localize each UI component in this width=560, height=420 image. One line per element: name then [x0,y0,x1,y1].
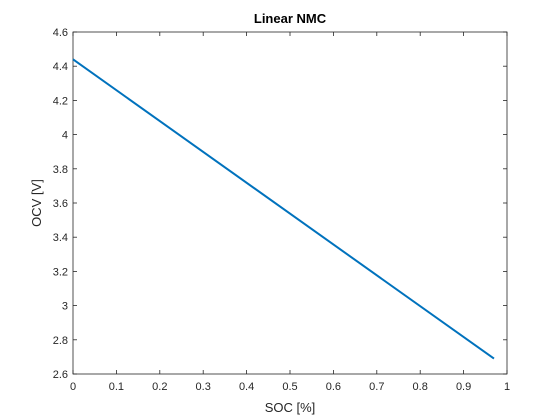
x-tick-label: 0.7 [369,381,384,393]
x-tick-label: 1 [504,381,510,393]
x-tick-label: 0.3 [196,381,211,393]
y-tick-label: 3.6 [53,198,68,210]
series-line [72,58,495,360]
x-axis-label: SOC [%] [265,400,316,415]
y-tick-label: 3 [62,301,68,313]
y-tick-label: 3.4 [53,232,68,244]
x-axis-ticks: 0 0.1 0.2 0.3 0.4 0.5 0.6 0.7 0.8 0.9 1 [70,32,510,393]
y-tick-label: 2.6 [53,369,68,381]
y-tick-label: 4 [62,130,68,142]
y-tick-label: 3.2 [53,266,68,278]
y-tick-label: 2.8 [53,335,68,347]
y-tick-label: 4.2 [53,95,68,107]
y-axis-label: OCV [V] [29,179,44,227]
y-tick-label: 3.8 [53,164,68,176]
y-axis-ticks: 2.6 2.8 3 3.2 3.4 3.6 3.8 4 4.2 4.4 4.6 [53,27,507,381]
x-tick-label: 0.9 [456,381,471,393]
x-tick-label: 0.5 [282,381,297,393]
chart-title: Linear NMC [254,11,327,26]
x-tick-label: 0.4 [239,381,254,393]
x-tick-label: 0 [70,381,76,393]
y-tick-label: 4.4 [53,61,68,73]
x-tick-label: 0.6 [326,381,341,393]
plot-area: 0 0.1 0.2 0.3 0.4 0.5 0.6 0.7 0.8 0.9 1 2.6 2.8 3 3.2… [53,27,510,393]
series-layer [72,58,495,360]
x-tick-label: 0.1 [109,381,124,393]
x-tick-label: 0.8 [413,381,428,393]
x-tick-label: 0.2 [152,381,167,393]
y-tick-label: 4.6 [53,27,68,39]
